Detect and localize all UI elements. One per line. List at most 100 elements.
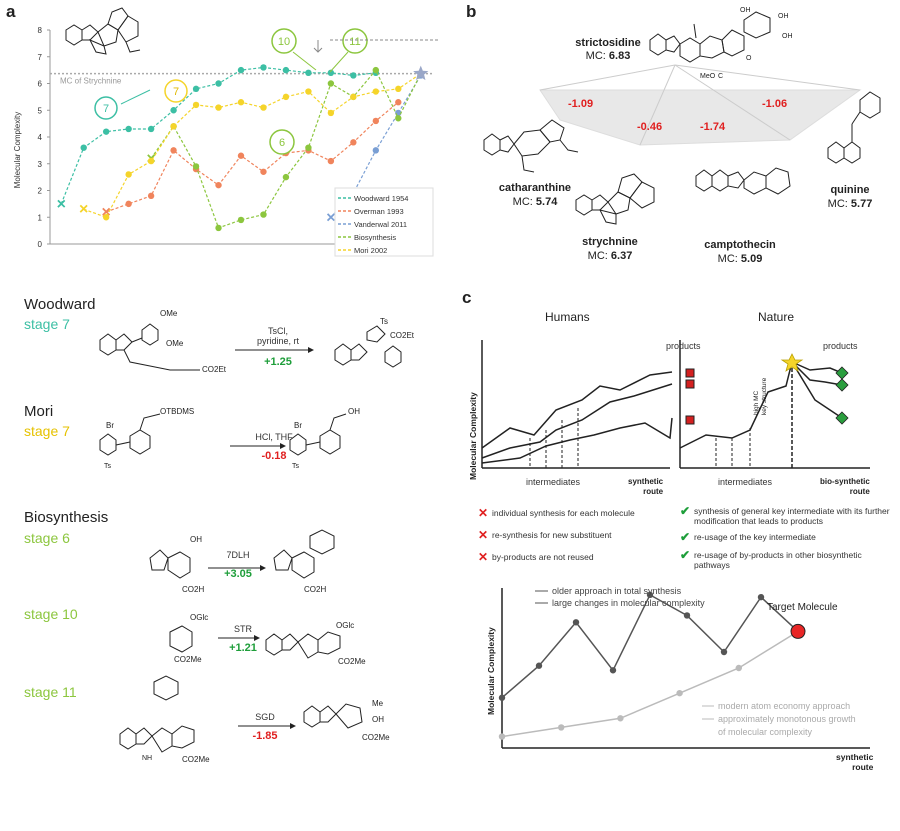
- light-route-point: [735, 664, 742, 672]
- bio-title: Biosynthesis: [24, 509, 109, 526]
- mori-stage: stage 7: [24, 423, 70, 439]
- humans-title: Humans: [545, 310, 590, 324]
- series-point: [372, 66, 380, 74]
- light-route-point: [617, 715, 624, 722]
- y-tick-label: 7: [38, 53, 43, 62]
- delta-strychnine: -0.46: [637, 121, 662, 133]
- ome-1: OMe: [160, 309, 178, 318]
- oh-3: OH: [372, 715, 384, 724]
- light-route-point: [498, 733, 506, 740]
- co2et-2: CO2Et: [390, 331, 415, 340]
- ts-2: Ts: [104, 463, 112, 470]
- series-point: [237, 66, 245, 74]
- legend-woodward: Woodward 1954: [354, 194, 408, 203]
- legend-box: [334, 187, 434, 257]
- legend-dark-2: large changes in molecular complexity: [552, 598, 705, 608]
- series-line: [105, 101, 399, 213]
- oglc-1: OGlc: [190, 613, 208, 622]
- catharanthine-structure: [483, 119, 579, 173]
- series-point: [192, 85, 200, 93]
- bio-delta-6: +3.05: [224, 568, 252, 580]
- strictosidine-name: strictosidine: [575, 37, 641, 49]
- light-route-point: [676, 689, 683, 697]
- dark-route-point: [720, 648, 728, 656]
- series-point: [305, 88, 312, 95]
- step-label-10: 10: [271, 28, 317, 71]
- series-point: [80, 144, 87, 151]
- catharanthine-mc: MC: 5.74: [512, 196, 558, 208]
- series-point: [125, 200, 132, 208]
- step-6: 6: [279, 137, 285, 149]
- key-structure-label: high MC key structure: [753, 377, 768, 415]
- step-7-mori: 7: [173, 86, 179, 98]
- series-point: [260, 168, 267, 175]
- dark-route-point: [757, 593, 765, 601]
- series-point: [305, 69, 312, 77]
- woodward-reagent: TsCl, pyridine, rt: [256, 326, 300, 346]
- oglc-2: OGlc: [336, 621, 354, 630]
- fan-shading: [539, 89, 862, 146]
- bio-stage-6: stage 6: [24, 530, 70, 546]
- woodward-stage: stage 7: [24, 316, 70, 332]
- panel-b-label: b: [466, 2, 477, 21]
- co2et-1: CO2Et: [202, 365, 227, 374]
- step-7-woodward: 7: [103, 103, 109, 115]
- catharanthine-name: catharanthine: [498, 182, 572, 194]
- dark-route-line: [501, 593, 799, 699]
- camptothecin-mc: MC: 5.09: [717, 253, 763, 265]
- co2me-1: CO2Me: [174, 655, 202, 664]
- oh-1: OH: [348, 407, 360, 416]
- series-point: [282, 173, 290, 181]
- bio-stage-10: stage 10: [24, 606, 78, 622]
- bio-delta-11: -1.85: [252, 730, 278, 742]
- bio-reagent-6: 7DLH: [226, 550, 250, 560]
- step-label-6: 6: [269, 129, 295, 155]
- y-axis-label: Molecular Complexity: [13, 112, 22, 188]
- co2me-3: CO2Me: [182, 755, 210, 764]
- bio-reagent-11: SGD: [255, 712, 275, 722]
- series-point: [327, 69, 335, 77]
- pros-list: ✔ synthesis of general key intermediate w…: [680, 505, 894, 576]
- series-point: [237, 99, 245, 106]
- dark-route-point: [535, 662, 543, 669]
- legend-vanderwal: Vanderwal 2011: [354, 220, 407, 229]
- bio-reagent-10: STR: [234, 624, 252, 634]
- series-point: [372, 88, 380, 95]
- mori-title: Mori: [24, 403, 54, 420]
- delta-catharanthine: -1.09: [568, 98, 593, 110]
- legend-light-2: approximately monotonous growth: [718, 714, 856, 724]
- y-tick-label: 3: [38, 160, 43, 169]
- oh-2: OH: [190, 535, 202, 544]
- series-point: [170, 107, 177, 114]
- series-point: [350, 93, 357, 101]
- series-point: [170, 147, 177, 154]
- series-point: [395, 85, 402, 93]
- complexity-chart: 0 1 2 3 4 5 6 7 8 Molecular Complexity MC of Str…: [13, 7, 440, 257]
- br-1: Br: [106, 421, 114, 430]
- panel-b-diagram: -1.09 -0.46 -1.74 -1.06 OH OH OH O MeO C: [483, 7, 881, 225]
- series-point: [327, 109, 335, 117]
- series-point: [372, 147, 380, 154]
- series-point: [192, 163, 200, 170]
- y-tick-label: 1: [38, 213, 43, 222]
- bottom-schematic: older approach in total synthesis large …: [486, 586, 870, 749]
- mori-reaction: OTBDMS Br Ts Br OH Ts: [99, 407, 360, 470]
- svg-text:OH: OH: [740, 7, 751, 14]
- otbdms: OTBDMS: [160, 407, 194, 416]
- svg-text:C: C: [718, 73, 723, 80]
- threshold-label: MC of Strychnine: [60, 77, 122, 86]
- series-point: [350, 139, 357, 146]
- svg-text:OH: OH: [782, 33, 793, 40]
- series-line: [83, 73, 422, 218]
- series-point: [102, 214, 110, 221]
- series-point: [237, 216, 245, 224]
- series-point: [260, 104, 267, 111]
- series-point: [102, 128, 110, 135]
- woodward-title: Woodward: [24, 296, 96, 313]
- humans-axis-label: synthetic route: [628, 477, 664, 496]
- y-tick-label: 8: [38, 26, 43, 35]
- strychnine-target-star-icon: [413, 65, 429, 81]
- dark-route-point: [498, 694, 506, 701]
- camptothecin-name: camptothecin: [704, 239, 776, 251]
- y-tick-label: 6: [38, 80, 43, 89]
